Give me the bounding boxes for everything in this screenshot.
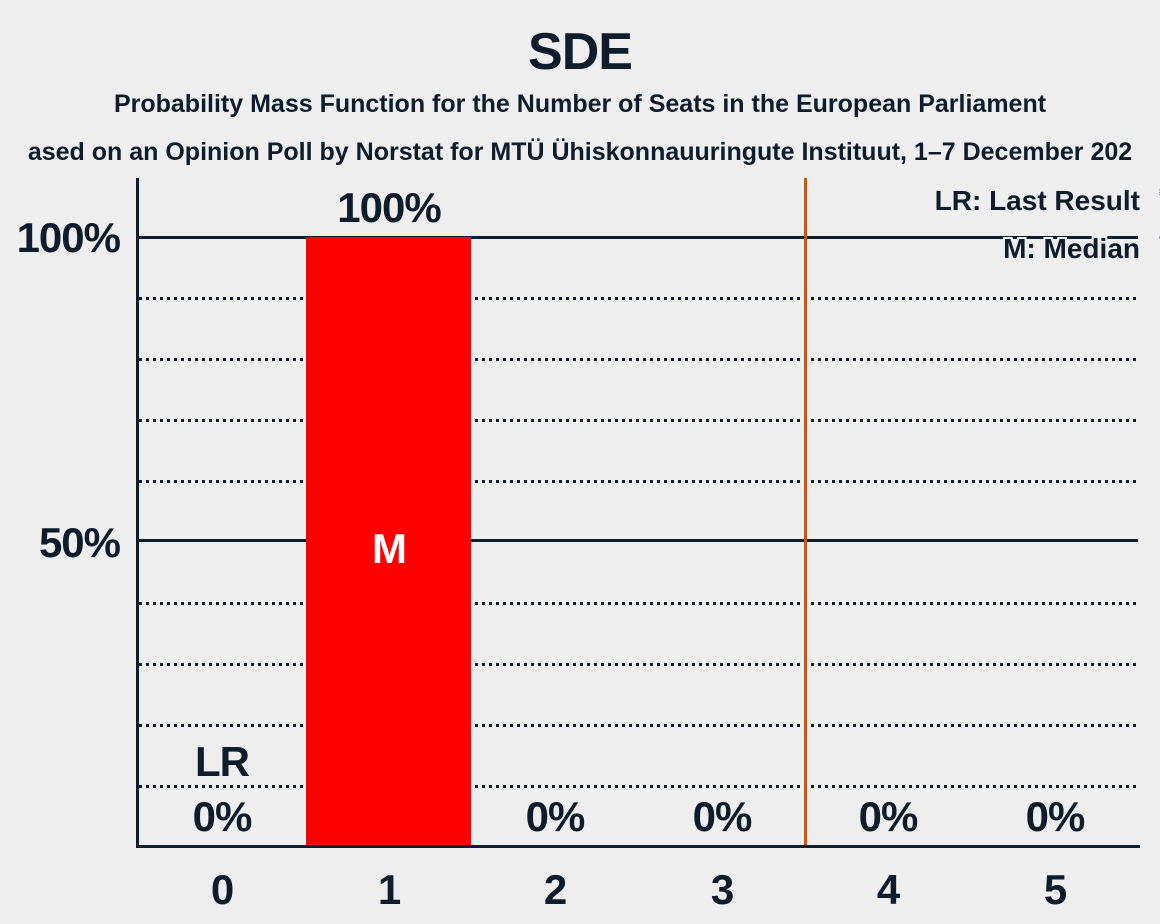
gridline-20pct (139, 724, 1138, 727)
poll-source-line: ased on an Opinion Poll by Norstat for M… (27, 138, 1133, 166)
gridline-40pct (139, 602, 1138, 605)
x-tick-5: 5 (1043, 866, 1067, 913)
x-tick-3: 3 (710, 866, 734, 913)
value-label-seat-3: 0% (692, 793, 753, 840)
gridline-30pct (139, 663, 1138, 666)
chart-title: SDE (528, 23, 633, 81)
gridline-10pct (139, 785, 1138, 788)
x-tick-2: 2 (543, 866, 567, 913)
gridline-80pct (139, 358, 1138, 361)
gridline-70pct (139, 419, 1138, 422)
x-tick-0: 0 (210, 866, 234, 913)
majority-threshold-line (804, 178, 807, 845)
gridline-100pct (139, 236, 1138, 239)
gridline-90pct (139, 297, 1138, 300)
last-result-label: LR (195, 738, 250, 785)
value-label-seat-4: 0% (858, 793, 919, 840)
y-axis (136, 178, 139, 848)
value-label-seat-5: 0% (1025, 793, 1086, 840)
bar-seat-1 (306, 237, 471, 846)
value-label-seat-1: 100% (337, 184, 441, 231)
legend-last-result: LR: Last Result (934, 185, 1140, 216)
gridline-50pct (139, 539, 1138, 542)
y-tick-50pct: 50% (38, 519, 121, 566)
x-tick-4: 4 (876, 866, 900, 913)
median-label: M (372, 525, 407, 572)
value-label-seat-0: 0% (192, 793, 253, 840)
gridline-60pct (139, 480, 1138, 483)
legend-median: M: Median (1003, 233, 1140, 264)
x-axis (136, 845, 1140, 848)
y-tick-100pct: 100% (16, 214, 121, 261)
value-label-seat-2: 0% (525, 793, 586, 840)
chart-subtitle: Probability Mass Function for the Number… (113, 90, 1047, 118)
x-tick-1: 1 (377, 866, 401, 913)
